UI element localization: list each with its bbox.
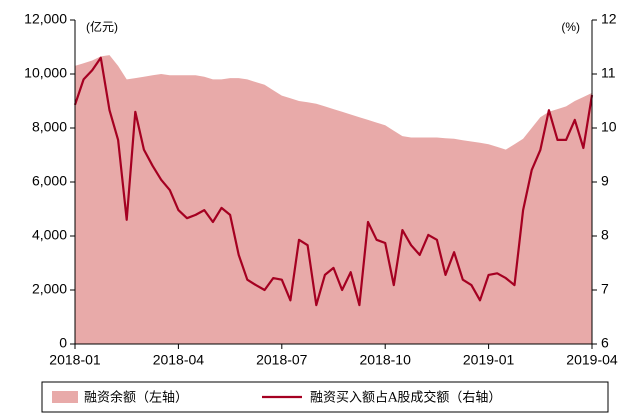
y2-tick-label: 7 [601,281,609,297]
x-tick-label: 2018-07 [256,352,308,368]
x-tick-label: 2019-04 [566,352,618,368]
y-tick-label: 6,000 [32,173,67,189]
y-tick-label: 0 [59,335,67,351]
x-tick-label: 2018-10 [360,352,412,368]
y-tick-label: 4,000 [32,227,67,243]
y2-tick-label: 12 [601,11,617,27]
y2-tick-label: 6 [601,335,609,351]
y-tick-label: 2,000 [32,281,67,297]
y2-tick-label: 10 [601,119,617,135]
x-tick-label: 2018-04 [153,352,205,368]
y2-tick-label: 8 [601,227,609,243]
y-axis-unit: (亿元) [86,19,118,34]
legend-box [41,381,609,413]
legend-label: 融资买入额占A股成交额（右轴） [310,390,501,406]
x-tick-label: 2018-01 [49,352,101,368]
legend-label: 融资余额（左轴） [84,390,188,406]
y-tick-label: 8,000 [32,119,67,135]
y2-axis-unit: (%) [561,20,580,34]
x-tick-label: 2019-01 [463,352,515,368]
y2-tick-label: 11 [601,65,616,81]
legend-swatch [52,391,78,403]
area [75,55,592,344]
line [73,56,594,307]
y-tick-label: 12,000 [24,11,67,27]
y-tick-label: 10,000 [24,65,67,81]
y2-tick-label: 9 [601,173,609,189]
